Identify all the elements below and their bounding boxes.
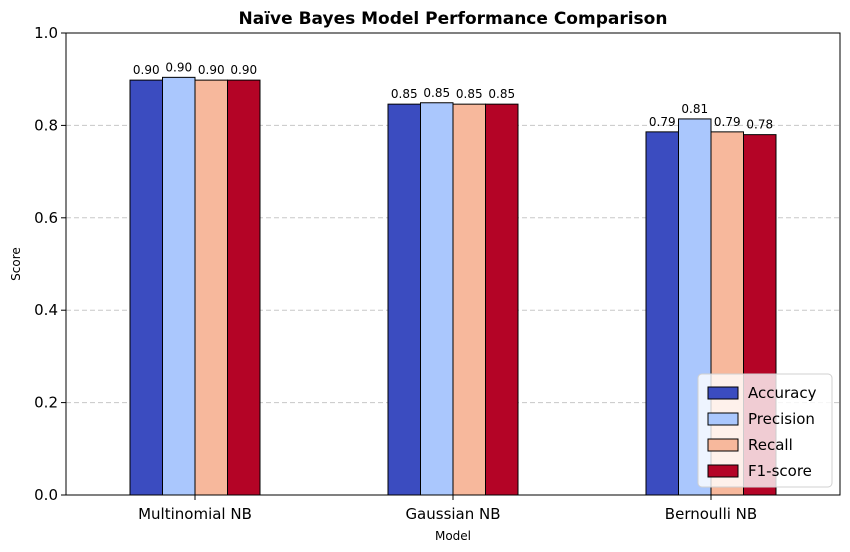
x-tick-label: Gaussian NB (405, 505, 500, 523)
data-label: 0.85 (456, 87, 483, 101)
data-label: 0.78 (746, 118, 773, 132)
data-label: 0.90 (133, 63, 160, 77)
legend-label: Precision (748, 410, 815, 428)
bar-recall (452, 103, 486, 496)
bar-precision (420, 102, 454, 496)
x-axis-ticks: Multinomial NB Gaussian NB Bernoulli NB (138, 495, 757, 523)
legend-swatch (707, 438, 739, 452)
data-label: 0.85 (423, 86, 450, 100)
y-tick-label: 0.0 (34, 486, 58, 504)
legend-swatch (707, 412, 739, 426)
bar-accuracy (645, 131, 679, 496)
bar-f1-score (227, 79, 261, 496)
y-tick-label: 0.8 (34, 116, 58, 134)
legend-swatch (707, 386, 739, 400)
bar-recall (194, 79, 228, 496)
y-axis-ticks: 0.0 0.2 0.4 0.6 0.8 1.0 (34, 24, 66, 504)
x-tick-label: Bernoulli NB (665, 505, 757, 523)
legend-label: F1-score (748, 462, 812, 480)
y-tick-label: 0.6 (34, 209, 58, 227)
data-labels: 0.90 0.90 0.90 0.90 0.85 0.85 0.85 0.85 0.79 0.81… (133, 60, 773, 131)
data-label: 0.85 (488, 87, 515, 101)
bar-f1-score (485, 103, 519, 496)
legend-frame (697, 373, 833, 488)
data-label: 0.90 (165, 60, 192, 74)
data-label: 0.81 (681, 102, 708, 116)
bar-accuracy (129, 79, 163, 496)
legend-swatch (707, 464, 739, 478)
x-tick-label: Multinomial NB (138, 505, 252, 523)
data-label: 0.90 (198, 63, 225, 77)
data-label: 0.79 (714, 115, 741, 129)
data-label: 0.85 (391, 87, 418, 101)
legend-label: Accuracy (748, 384, 817, 402)
bar-precision (162, 76, 196, 496)
bar-accuracy (387, 103, 421, 496)
y-tick-label: 0.4 (34, 301, 58, 319)
data-label: 0.79 (649, 115, 676, 129)
data-label: 0.90 (230, 63, 257, 77)
chart-title: Naïve Bayes Model Performance Comparison (239, 9, 668, 29)
legend: Accuracy Precision Recall F1-score (697, 373, 833, 488)
x-axis-label: Model (435, 529, 471, 543)
y-tick-label: 0.2 (34, 394, 58, 412)
bars (129, 76, 777, 496)
y-axis-label: Score (9, 247, 23, 281)
legend-label: Recall (748, 436, 793, 454)
y-tick-label: 1.0 (34, 24, 58, 42)
